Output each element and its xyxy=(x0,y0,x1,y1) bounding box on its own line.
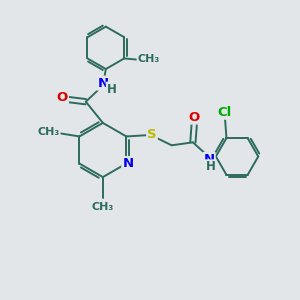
Text: O: O xyxy=(57,92,68,104)
Text: N: N xyxy=(122,157,134,170)
Text: N: N xyxy=(97,77,109,90)
Text: H: H xyxy=(206,160,215,173)
Text: Cl: Cl xyxy=(218,106,232,119)
Text: O: O xyxy=(189,110,200,124)
Text: S: S xyxy=(147,128,157,142)
Text: CH₃: CH₃ xyxy=(92,202,114,212)
Text: N: N xyxy=(203,153,214,166)
Text: CH₃: CH₃ xyxy=(38,127,60,137)
Text: H: H xyxy=(107,82,117,95)
Text: CH₃: CH₃ xyxy=(137,54,160,64)
